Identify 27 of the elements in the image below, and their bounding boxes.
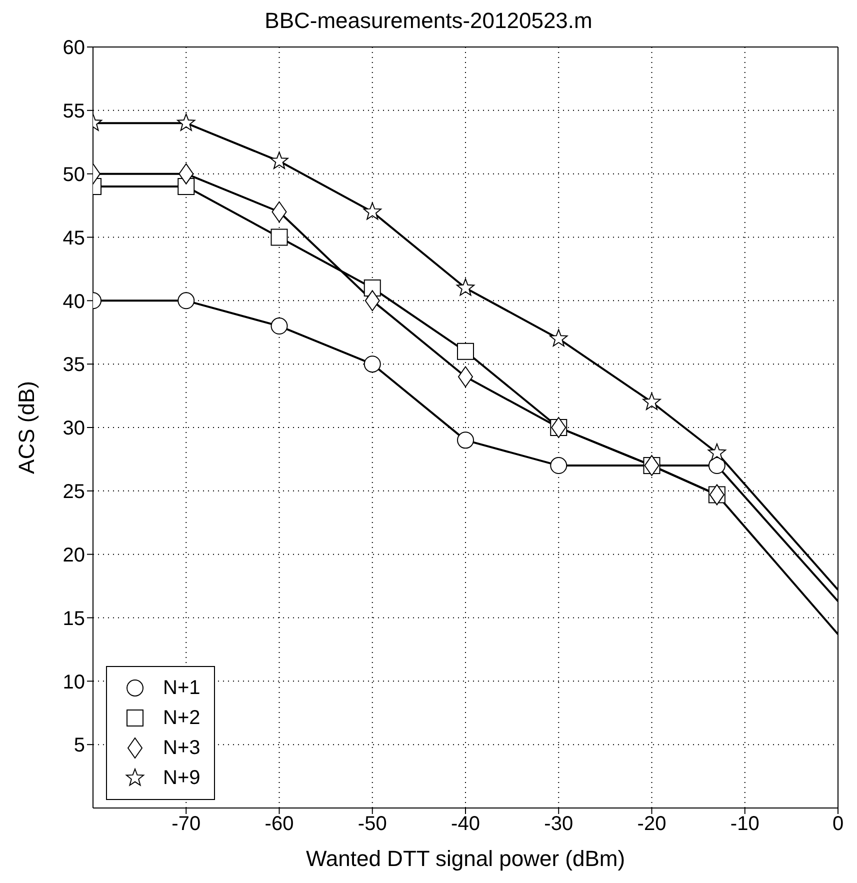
- y-tick-label: 25: [62, 481, 85, 504]
- y-tick-label: 35: [62, 354, 85, 376]
- legend-label: N+9: [163, 766, 200, 790]
- legend-label: N+3: [163, 736, 200, 760]
- x-tick-label: -20: [637, 813, 666, 836]
- x-tick-label: -10: [730, 813, 760, 836]
- legend-label: N+1: [163, 676, 200, 700]
- y-axis-title: ACS (dB): [14, 381, 39, 474]
- x-axis-title: Wanted DTT signal power (dBm): [306, 846, 626, 871]
- x-tick-label: -50: [358, 813, 387, 836]
- y-tick-label: 30: [62, 418, 85, 440]
- chart-title: BBC-measurements-20120523.m: [264, 8, 594, 35]
- y-tick-label: 5: [74, 734, 85, 757]
- x-tick-label: -70: [172, 813, 201, 836]
- y-tick-label: 50: [62, 164, 85, 186]
- x-tick-label: -40: [451, 813, 480, 836]
- x-tick-label: -60: [264, 813, 294, 836]
- legend-label: N+2: [163, 706, 200, 730]
- x-tick-label: -30: [544, 813, 574, 836]
- y-tick-label: 40: [62, 290, 85, 313]
- y-tick-label: 55: [62, 100, 85, 123]
- y-tick-label: 60: [62, 37, 85, 60]
- x-tick-label: 0: [832, 813, 844, 836]
- y-tick-label: 10: [62, 671, 85, 694]
- y-tick-label: 15: [62, 608, 85, 630]
- y-tick-label: 20: [62, 544, 85, 566]
- y-tick-label: 45: [62, 227, 85, 250]
